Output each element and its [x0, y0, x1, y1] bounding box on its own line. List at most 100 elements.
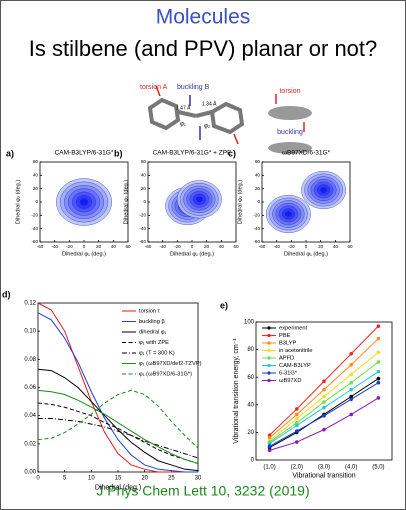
y-axis-label: Dihedral φ₂ (deg.) [123, 180, 129, 224]
x-tick-label: 60 [233, 244, 239, 249]
x-tick-label: 0 [191, 244, 194, 249]
data-point [376, 324, 381, 328]
contour-level [285, 211, 292, 217]
y-tick-label: 20 [255, 186, 261, 191]
data-point [267, 433, 272, 437]
data-point [349, 351, 354, 356]
x-tick-label: -20 [288, 244, 295, 249]
chart: e) 0 20 40 60 80 100 (1,0) (2,0) (3,0) (4,0) (5,0) V… [220, 300, 393, 479]
data-point [322, 400, 326, 404]
legend-label: φ₁ with ZPE [139, 340, 169, 346]
y-tick-label: -40 [31, 226, 38, 231]
y-tick-label: 40 [141, 173, 147, 178]
y-tick-label: 60 [141, 159, 147, 164]
series-line [37, 312, 198, 473]
x-tick-label: 15 [115, 476, 122, 482]
legend-label: APFD [279, 356, 294, 362]
contour-level [195, 196, 203, 203]
x-tick-label: 0 [83, 244, 86, 249]
y-tick-label: 0 [251, 458, 255, 464]
x-tick-label: -40 [51, 244, 58, 249]
series-line [37, 389, 199, 449]
chart-title: CAM-B3LYP/6-31G* [55, 150, 114, 157]
x-tick-label: (4,0) [345, 465, 357, 471]
data-point [322, 405, 326, 410]
legend-label: CAM-B3LYP [279, 363, 311, 369]
molecule-label: torsion [279, 88, 300, 95]
x-axis-label: Dihedral φ₁ (deg.) [284, 251, 328, 257]
y-tick-label: 0.10 [24, 329, 36, 335]
legend-marker [267, 333, 271, 338]
data-point [349, 412, 354, 417]
x-tick-label: 0 [36, 476, 40, 482]
chart: b) CAM-B3LYP/6-31G* + ZPE -60 -40 -20 0 20 40 60… [114, 148, 239, 257]
data-point [295, 416, 299, 421]
x-tick-label: 20 [96, 244, 102, 249]
legend-label: dihedral φ₁ [139, 330, 167, 336]
x-tick-label: 20 [141, 476, 148, 482]
legend-label: ωB97XD [279, 378, 301, 384]
panel-label: a) [6, 148, 14, 158]
data-point [376, 360, 381, 364]
data-point [267, 444, 272, 449]
legend-label: 6-31G* [279, 371, 298, 377]
x-tick-label: 25 [168, 476, 175, 482]
x-tick-label: (1,0) [263, 465, 275, 471]
series-line [37, 368, 199, 472]
data-point [267, 448, 272, 453]
legend-label: φ₁ (T = 300 K) [139, 351, 175, 357]
y-tick-label: 80 [247, 347, 254, 353]
contour-level [79, 198, 89, 206]
chart: d) 0.00 0.02 0.04 0.06 0.08 0.10 0.12 0 5 10 15 20 25… [2, 289, 202, 491]
chart: a) CAM-B3LYP/6-31G* -60 -40 -20 0 20 40 60 -60 -40… [6, 148, 131, 257]
data-point [267, 441, 272, 446]
y-tick-label: 40 [255, 173, 261, 178]
data-point [322, 427, 326, 432]
slide-title: Molecules [156, 6, 251, 29]
series-line [37, 389, 199, 465]
y-tick-label: 0 [35, 199, 38, 204]
y-tick-label: -20 [31, 213, 38, 218]
data-point [376, 350, 381, 355]
x-tick-label: -60 [259, 244, 266, 249]
x-tick-label: -20 [174, 244, 181, 249]
legend-marker [267, 356, 271, 360]
y-tick-label: -40 [253, 226, 260, 231]
y-tick-label: 60 [247, 375, 254, 381]
x-axis-label: Dihedral φ₁ (deg.) [62, 251, 106, 257]
legend-label: buckling β [139, 319, 165, 325]
y-tick-label: 20 [141, 186, 147, 191]
x-tick-label: 40 [219, 244, 225, 249]
data-point [349, 387, 354, 392]
data-point [295, 423, 299, 428]
panel-label: b) [114, 148, 123, 158]
data-point [349, 394, 354, 399]
x-tick-label: (5,0) [372, 465, 384, 471]
x-tick-label: 60 [125, 244, 131, 249]
panel-label: e) [220, 300, 228, 310]
data-point [322, 394, 326, 399]
legend-marker [267, 378, 271, 383]
y-tick-label: 0.08 [24, 357, 36, 363]
molecule-illustration [147, 85, 312, 154]
y-tick-label: 20 [247, 430, 254, 436]
data-point [376, 396, 381, 400]
contour-level [320, 187, 327, 193]
y-tick-label: 40 [247, 402, 254, 408]
series-line [38, 417, 199, 459]
legend-marker [267, 326, 271, 330]
y-tick-label: -60 [31, 239, 38, 244]
molecule-label: 1.47 Å [176, 104, 191, 111]
data-point [295, 429, 299, 433]
x-axis-label: Dihedral (deg.) [95, 484, 141, 491]
y-tick-label: -60 [139, 239, 146, 244]
legend-label: in acetonitrile [279, 348, 313, 354]
y-tick-label: 0.06 [24, 385, 36, 391]
x-tick-label: 10 [88, 476, 95, 482]
data-point [376, 369, 381, 374]
data-point [376, 376, 381, 381]
chart-title: ωB97XD/6-31G* [282, 150, 331, 157]
y-tick-label: -60 [253, 239, 260, 244]
